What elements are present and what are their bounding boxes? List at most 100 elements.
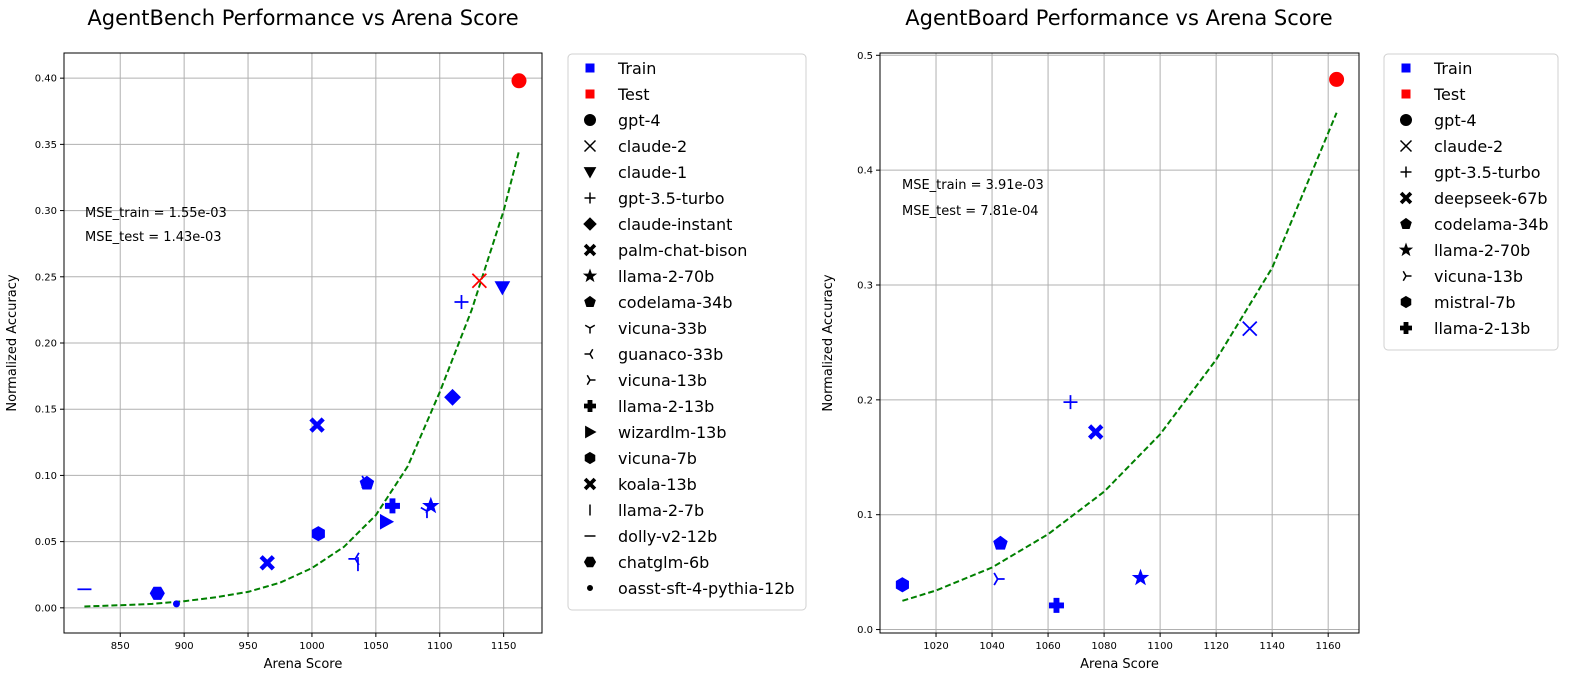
- legend-label: oasst-sft-4-pythia-12b: [618, 579, 795, 598]
- legend-marker-vicuna-13b: [586, 374, 596, 386]
- x-tick-label: 1100: [1147, 641, 1172, 652]
- legend-label: chatglm-6b: [618, 553, 709, 572]
- legend-label: gpt-3.5-turbo: [1434, 163, 1541, 182]
- legend-marker-chatglm-6b: [583, 556, 597, 568]
- y-tick-label: 0.05: [35, 537, 57, 548]
- legend-label: vicuna-33b: [618, 319, 707, 338]
- x-tick-label: 1060: [1035, 641, 1060, 652]
- chart-title: AgentBench Performance vs Arena Score: [87, 6, 518, 30]
- data-point-chatglm-6b: [149, 586, 165, 600]
- legend-label: koala-13b: [618, 475, 697, 494]
- legend-label: Train: [617, 59, 656, 78]
- data-point-llama-2-13b: [1048, 597, 1064, 613]
- legend-label: llama-2-70b: [1434, 241, 1530, 260]
- data-point-mistral-7b: [895, 577, 909, 593]
- data-point-gpt-4: [1329, 71, 1345, 87]
- x-tick-label: 900: [175, 641, 194, 652]
- legend-label: llama-2-7b: [618, 501, 704, 520]
- legend-marker-Test: [585, 89, 595, 99]
- legend-label: palm-chat-bison: [618, 241, 747, 260]
- legend-marker-claude-instant: [583, 217, 597, 231]
- mse-test-annotation: MSE_test = 1.43e-03: [85, 230, 221, 245]
- plot-area: [63, 52, 543, 634]
- data-point-codelama-34b: [993, 535, 1008, 550]
- data-point-oasst-sft-4-pythia-12b: [172, 600, 180, 608]
- legend-label: deepseek-67b: [1434, 189, 1548, 208]
- legend-label: llama-2-70b: [618, 267, 714, 286]
- legend-marker-gpt-3.5-turbo: [584, 192, 596, 204]
- legend-marker-gpt-3.5-turbo: [1400, 166, 1412, 178]
- legend-label: Test: [617, 85, 650, 104]
- y-tick-label: 0.20: [35, 339, 57, 350]
- y-axis-label: Normalized Accuracy: [5, 274, 20, 412]
- legend-label: claude-instant: [618, 215, 732, 234]
- legend-label: claude-2: [1434, 137, 1503, 156]
- y-tick-label: 0.5: [857, 51, 873, 62]
- y-tick-label: 0.25: [35, 272, 57, 283]
- legend-label: gpt-4: [618, 111, 661, 130]
- legend-marker-gpt-4: [1400, 114, 1412, 126]
- legend-label: vicuna-13b: [1434, 267, 1523, 286]
- legend-marker-guanaco-33b: [584, 348, 594, 360]
- legend-marker-vicuna-7b: [584, 451, 596, 465]
- x-tick-label: 1100: [427, 641, 452, 652]
- legend-label: claude-1: [618, 163, 687, 182]
- fit-curve: [84, 150, 520, 608]
- plot-area: [879, 52, 1360, 634]
- data-point-gpt-3.5-turbo: [454, 294, 469, 309]
- legend-marker-Train: [585, 63, 595, 73]
- legend-label: Train: [1433, 59, 1472, 78]
- legend-marker-koala-13b: [583, 477, 597, 491]
- x-tick-label: 1140: [1259, 641, 1284, 652]
- y-axis-label: Normalized Accuracy: [821, 274, 836, 412]
- data-point-gpt-3.5-turbo: [1063, 395, 1078, 410]
- legend-label: codelama-34b: [618, 293, 733, 312]
- legend-box: [567, 53, 807, 611]
- data-point-palm-chat-bison: [309, 417, 325, 433]
- data-point-vicuna-13b: [361, 475, 373, 489]
- legend-marker-mistral-7b: [1400, 295, 1412, 309]
- legend-label: llama-2-13b: [1434, 319, 1530, 338]
- x-tick-label: 1000: [299, 641, 324, 652]
- legend-marker-llama-2-13b: [584, 400, 596, 412]
- legend-marker-gpt-4: [584, 114, 596, 126]
- mse-train-annotation: MSE_train = 3.91e-03: [902, 178, 1044, 193]
- legend-label: llama-2-13b: [618, 397, 714, 416]
- data-point-llama-2-70b: [1131, 568, 1150, 586]
- x-tick-label: 1150: [491, 641, 516, 652]
- legend-label: guanaco-33b: [618, 345, 723, 364]
- legend-marker-deepseek-67b: [1399, 191, 1413, 205]
- legend-box: [1383, 53, 1559, 351]
- x-tick-label: 950: [238, 641, 257, 652]
- legend-marker-llama-2-70b: [582, 268, 598, 283]
- y-tick-label: 0.4: [857, 166, 873, 177]
- legend: Train Test gpt-4 claude-2 claude-1 gpt-3.5-tu…: [567, 53, 807, 611]
- legend-marker-llama-2-13b: [1400, 322, 1412, 334]
- mse-test-annotation: MSE_test = 7.81e-04: [902, 204, 1038, 219]
- legend-label: gpt-4: [1434, 111, 1477, 130]
- legend-marker-Train: [1401, 63, 1411, 73]
- legend-marker-vicuna-13b: [1402, 270, 1412, 282]
- data-point-vicuna-33b: [420, 506, 434, 519]
- legend-marker-wizardlm-13b: [585, 425, 597, 439]
- legend-marker-palm-chat-bison: [583, 243, 597, 257]
- x-axis-label: Arena Score: [1080, 657, 1159, 672]
- legend-label: vicuna-7b: [618, 449, 697, 468]
- x-tick-label: 1020: [923, 641, 948, 652]
- y-tick-label: 0.10: [35, 471, 57, 482]
- legend-marker-Test: [1401, 89, 1411, 99]
- legend-marker-claude-1: [583, 167, 597, 179]
- data-point-llama-2-13b: [384, 498, 400, 514]
- y-tick-label: 0.40: [35, 74, 57, 85]
- y-tick-label: 0.3: [857, 281, 873, 292]
- legend-marker-claude-2: [1399, 139, 1413, 153]
- legend-label: dolly-v2-12b: [618, 527, 717, 546]
- data-point-deepseek-67b: [1087, 424, 1104, 440]
- y-tick-label: 0.35: [35, 140, 57, 151]
- legend-marker-oasst-sft-4-pythia-12b: [587, 585, 593, 591]
- legend-label: vicuna-13b: [618, 371, 707, 390]
- y-tick-label: 0.15: [35, 405, 57, 416]
- data-point-vicuna-7b: [311, 526, 325, 542]
- legend-label: mistral-7b: [1434, 293, 1516, 312]
